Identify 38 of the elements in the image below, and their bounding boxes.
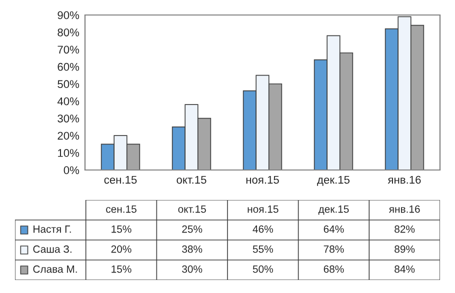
legend-label: Настя Г.	[34, 226, 71, 233]
text: 46%	[252, 225, 273, 233]
text: 15%	[112, 225, 132, 233]
text: 15%	[112, 265, 132, 273]
y-tick-label: 90%	[58, 11, 80, 20]
text: 50%	[252, 265, 273, 273]
x-tick-label: ноя.15	[246, 176, 279, 184]
text: 78%	[324, 245, 344, 253]
y-tick-label: 70%	[58, 46, 80, 54]
text: 30%	[182, 265, 202, 273]
y-tick-label: 80%	[58, 28, 80, 36]
x-tick-label: сен.15	[104, 176, 137, 184]
text: 82%	[394, 225, 415, 233]
text: 89%	[394, 245, 415, 253]
text: 84%	[394, 265, 415, 273]
text: 20%	[111, 245, 132, 253]
y-tick-label: 30%	[58, 114, 80, 122]
text: 25%	[182, 225, 202, 233]
y-tick-label: 10%	[58, 149, 80, 157]
legend-label: Слава М.	[33, 265, 77, 273]
category-label: сен.15	[106, 206, 136, 213]
category-label: янв.16	[388, 205, 420, 213]
y-tick-label: 50%	[58, 80, 80, 88]
category-label: ноя.15	[248, 206, 278, 213]
y-tick-label: 60%	[58, 62, 80, 71]
text: 64%	[324, 225, 344, 233]
x-tick-label: дек.15	[317, 176, 350, 186]
text: 38%	[182, 245, 202, 253]
category-label: окт.15	[178, 206, 206, 213]
y-tick-label: 40%	[57, 97, 80, 106]
x-tick-label: янв.16	[388, 176, 421, 184]
text: 68%	[324, 265, 344, 273]
legend-label: Саша З.	[33, 245, 72, 253]
text: 55%	[252, 245, 273, 253]
y-tick-label: 20%	[58, 132, 80, 140]
category-label: дек.15	[318, 206, 349, 215]
y-tick-label: 0%	[64, 166, 80, 174]
x-tick-label: окт.15	[176, 176, 206, 184]
